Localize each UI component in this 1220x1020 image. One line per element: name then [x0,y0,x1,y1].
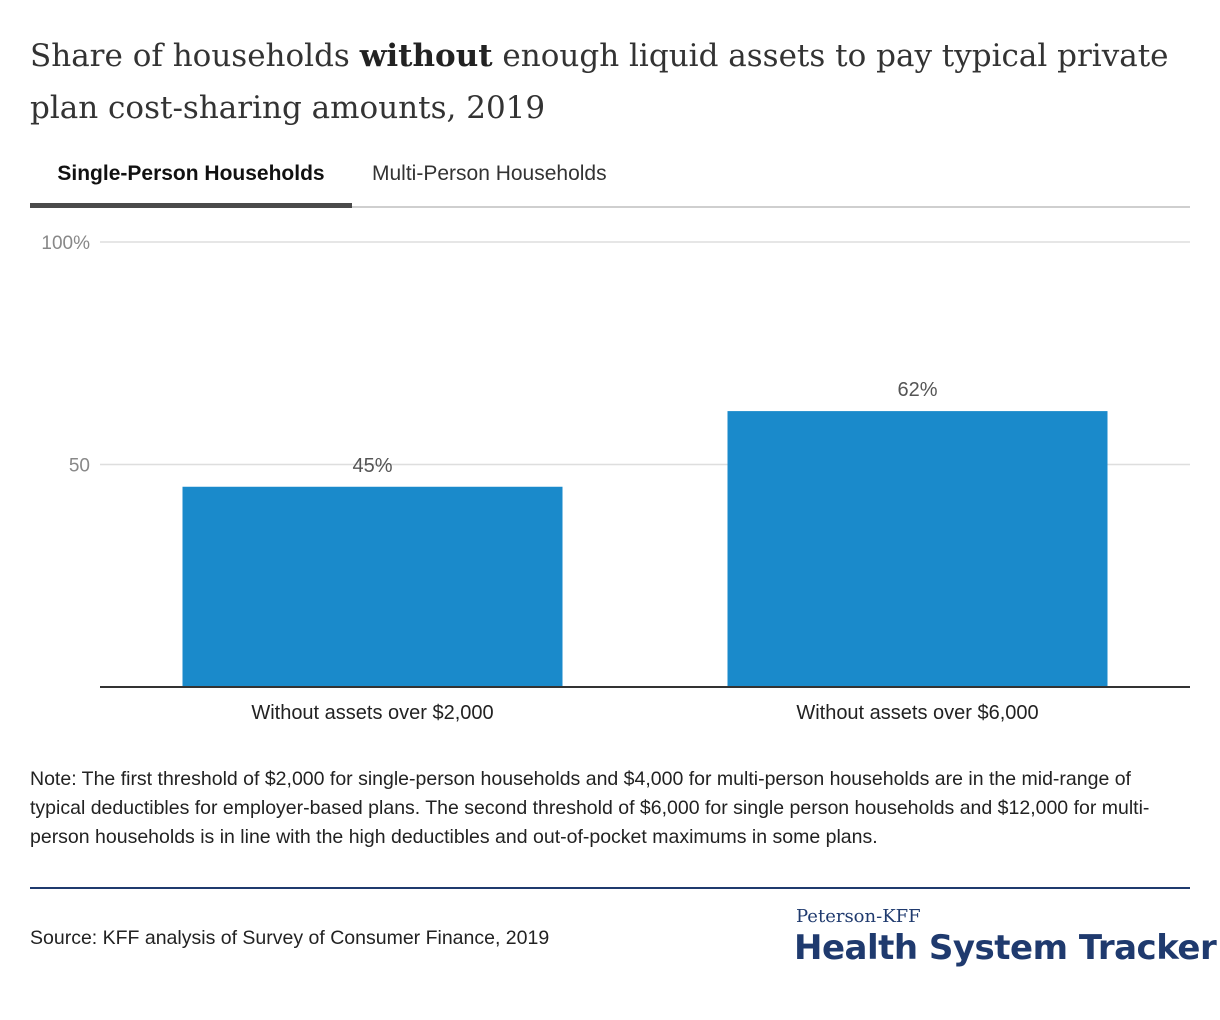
brand-health-system-tracker[interactable]: Health System Tracker [794,928,1217,968]
title-after: enough liquid assets to pay typical priv… [30,38,1169,126]
tab-multi-person[interactable]: Multi-Person Households [372,162,607,185]
chart-title: Share of households without enough liqui… [30,30,1190,134]
bar [182,486,563,687]
title-emphasis: without [359,38,493,74]
x-tick-label: Without assets over $6,000 [796,702,1038,724]
x-tick-label: Without assets over $2,000 [251,702,493,724]
y-tick-label: 50 [69,456,90,477]
bar-chart: 50 100% 45% Without assets over $2,000 62% Wi… [41,233,1190,724]
footer-divider [30,887,1190,889]
household-tabs: Single-Person Households Multi-Person Ho… [30,150,1190,208]
data-label: 45% [352,455,392,477]
data-label: 62% [897,379,937,401]
y-tick-label: 100% [41,233,90,254]
tab-single-person[interactable]: Single-Person Households [30,150,352,208]
chart-note: Note: The first threshold of $2,000 for … [30,768,1150,848]
title-before: Share of households [30,38,360,74]
bar [727,411,1108,687]
brand-peterson-kff[interactable]: Peterson-KFF [796,906,921,927]
source-text: Source: KFF analysis of Survey of Consum… [30,927,550,949]
